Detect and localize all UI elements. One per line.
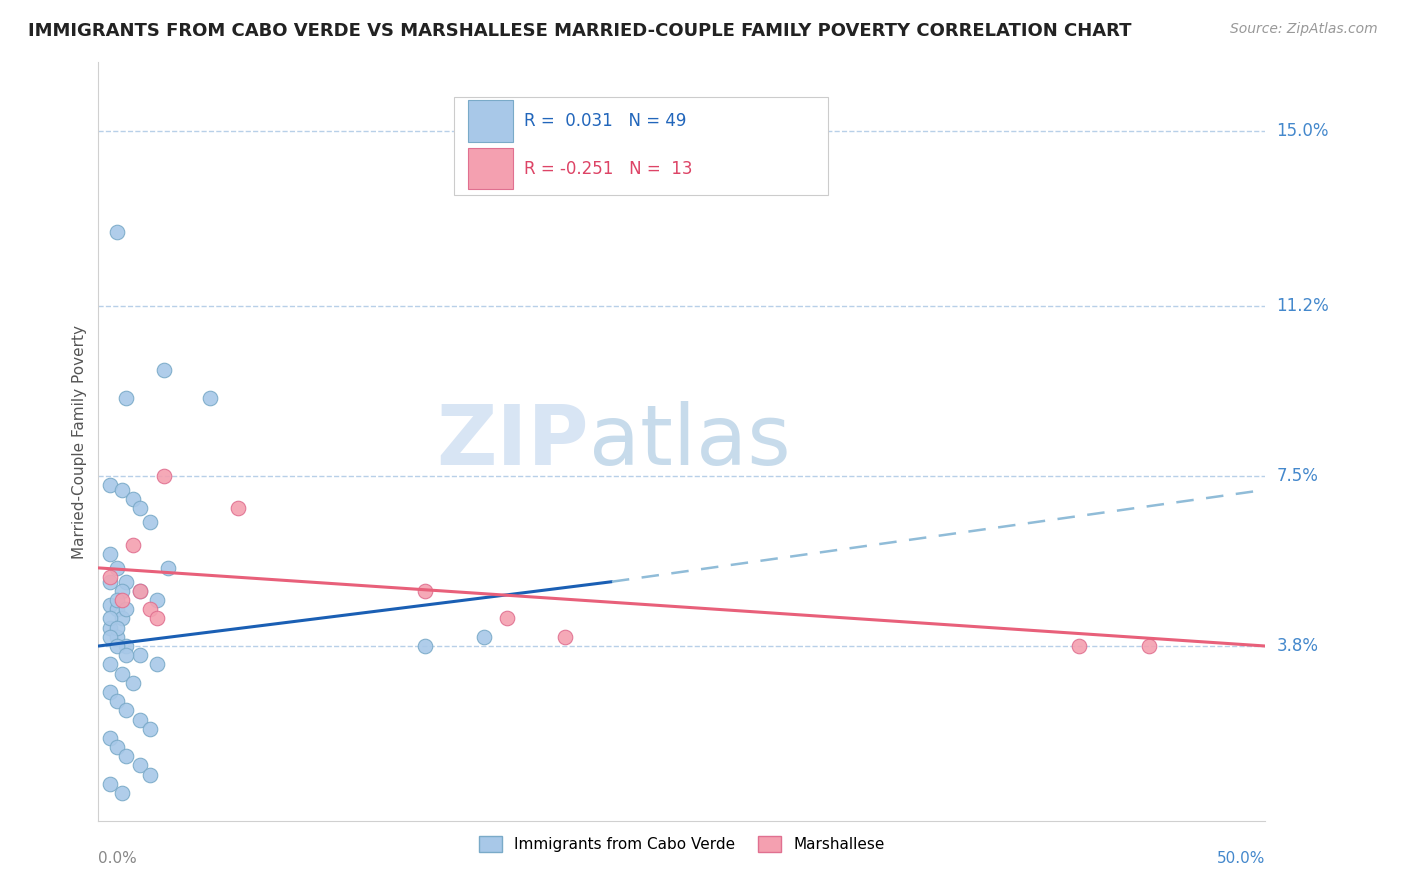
Point: [496, 611, 519, 625]
Point: [228, 501, 250, 516]
Point: [472, 630, 495, 644]
Point: [98, 630, 121, 644]
Point: [111, 666, 134, 681]
Text: 50.0%: 50.0%: [1218, 851, 1265, 866]
Point: [146, 657, 169, 672]
Point: [105, 630, 128, 644]
Point: [152, 469, 174, 483]
Point: [111, 786, 134, 800]
Text: ZIP: ZIP: [436, 401, 589, 482]
Point: [122, 675, 145, 690]
Point: [129, 648, 152, 663]
Text: Source: ZipAtlas.com: Source: ZipAtlas.com: [1230, 22, 1378, 37]
Text: 3.8%: 3.8%: [1277, 637, 1319, 655]
Point: [98, 777, 121, 791]
Point: [98, 598, 121, 612]
Point: [115, 639, 138, 653]
Point: [105, 602, 128, 616]
Point: [139, 767, 162, 781]
Point: [152, 363, 174, 377]
Point: [98, 547, 121, 561]
Point: [105, 226, 128, 240]
Point: [139, 602, 162, 616]
Legend: Immigrants from Cabo Verde, Marshallese: Immigrants from Cabo Verde, Marshallese: [472, 830, 891, 858]
Point: [115, 648, 138, 663]
Point: [146, 593, 169, 607]
Point: [111, 593, 134, 607]
Point: [115, 391, 138, 405]
Text: R = -0.251   N =  13: R = -0.251 N = 13: [524, 160, 693, 178]
Text: IMMIGRANTS FROM CABO VERDE VS MARSHALLESE MARRIED-COUPLE FAMILY POVERTY CORRELAT: IMMIGRANTS FROM CABO VERDE VS MARSHALLES…: [28, 22, 1132, 40]
Text: 7.5%: 7.5%: [1277, 467, 1319, 485]
Point: [98, 478, 121, 492]
Point: [200, 391, 222, 405]
Point: [413, 639, 436, 653]
Point: [111, 583, 134, 598]
Point: [1137, 639, 1160, 653]
Text: 0.0%: 0.0%: [98, 851, 138, 866]
Point: [115, 574, 138, 589]
Point: [129, 583, 152, 598]
Point: [115, 703, 138, 717]
Text: 11.2%: 11.2%: [1277, 297, 1329, 315]
Point: [115, 749, 138, 764]
Point: [111, 611, 134, 625]
Point: [129, 713, 152, 727]
Point: [111, 483, 134, 497]
Point: [129, 501, 152, 516]
Point: [139, 722, 162, 736]
Point: [98, 731, 121, 745]
FancyBboxPatch shape: [468, 148, 513, 189]
FancyBboxPatch shape: [468, 100, 513, 142]
Point: [98, 570, 121, 584]
Point: [129, 583, 152, 598]
Point: [105, 593, 128, 607]
Point: [115, 602, 138, 616]
FancyBboxPatch shape: [454, 96, 828, 195]
Point: [98, 611, 121, 625]
Point: [98, 574, 121, 589]
Point: [105, 694, 128, 708]
Point: [1067, 639, 1090, 653]
Point: [157, 561, 180, 575]
Point: [105, 639, 128, 653]
Point: [413, 583, 436, 598]
Point: [98, 621, 121, 635]
Point: [122, 491, 145, 506]
Point: [98, 685, 121, 699]
Point: [122, 538, 145, 552]
Y-axis label: Married-Couple Family Poverty: Married-Couple Family Poverty: [72, 325, 87, 558]
Point: [105, 621, 128, 635]
Point: [98, 657, 121, 672]
Point: [129, 758, 152, 772]
Text: 15.0%: 15.0%: [1277, 122, 1329, 140]
Point: [105, 561, 128, 575]
Point: [105, 740, 128, 755]
Point: [146, 611, 169, 625]
Text: R =  0.031   N = 49: R = 0.031 N = 49: [524, 112, 686, 130]
Point: [139, 515, 162, 529]
Text: atlas: atlas: [589, 401, 790, 482]
Point: [554, 630, 576, 644]
